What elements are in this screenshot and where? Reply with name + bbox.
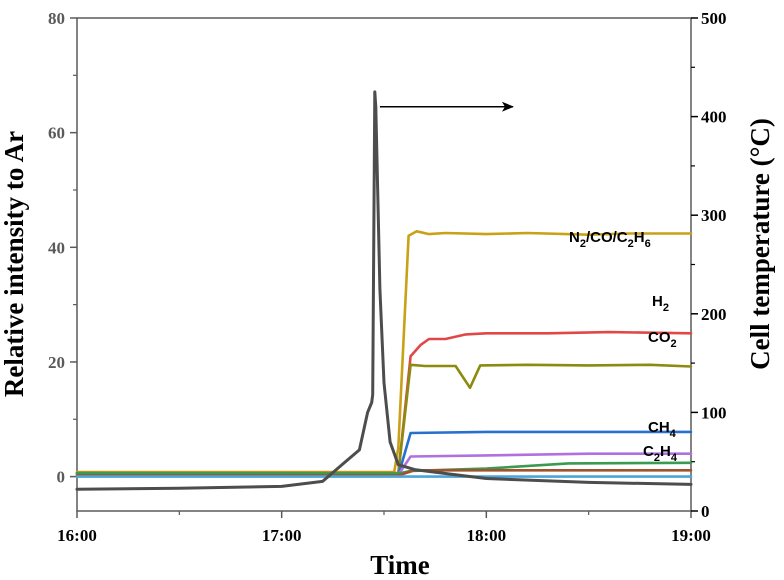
left-y-axis-title: Relative intensity to Ar (0, 131, 29, 397)
left-y-tick-label: 40 (48, 238, 65, 257)
x-tick-label: 17:00 (262, 526, 302, 545)
series-line-co2 (75, 363, 693, 475)
series-labels: N2/CO/C2H6 H2 CO2 CH4 C2H4 (569, 229, 678, 464)
right-y-tick-label: 400 (701, 108, 727, 127)
left-y-tick-label: 80 (48, 9, 65, 28)
x-axis-ticks: 16:00 17:00 18:00 19:00 (57, 511, 711, 545)
left-y-tick-label: 60 (48, 124, 65, 143)
right-y-axis-ticks: 0 100 200 300 400 500 (691, 9, 727, 521)
right-y-tick-label: 300 (701, 206, 727, 225)
plot-frame (76, 17, 692, 512)
right-y-tick-label: 200 (701, 305, 727, 324)
x-tick-label: 16:00 (57, 526, 97, 545)
series-label-co2: CO2 (648, 329, 677, 350)
series-line-n2-co-c2h6 (75, 230, 693, 474)
right-y-tick-label: 500 (701, 9, 727, 28)
x-tick-label: 19:00 (671, 526, 711, 545)
x-axis-title: Time (370, 550, 430, 580)
right-y-tick-label: 100 (701, 403, 727, 422)
left-y-axis-ticks: 0 20 40 60 80 (48, 9, 77, 487)
series-label-c2h4: C2H4 (643, 443, 678, 464)
x-tick-label: 18:00 (466, 526, 506, 545)
right-y-axis-title: Cell temperature (°C) (745, 118, 775, 370)
series-layer (75, 90, 693, 491)
series-line-cell-temperature (75, 90, 693, 491)
series-label-h2: H2 (652, 293, 669, 314)
left-y-tick-label: 20 (48, 353, 65, 372)
series-label-n2-co-c2h6: N2/CO/C2H6 (569, 229, 651, 250)
series-label-ch4: CH4 (648, 419, 677, 440)
right-y-tick-label: 0 (701, 502, 710, 521)
left-y-tick-label: 0 (57, 468, 66, 487)
